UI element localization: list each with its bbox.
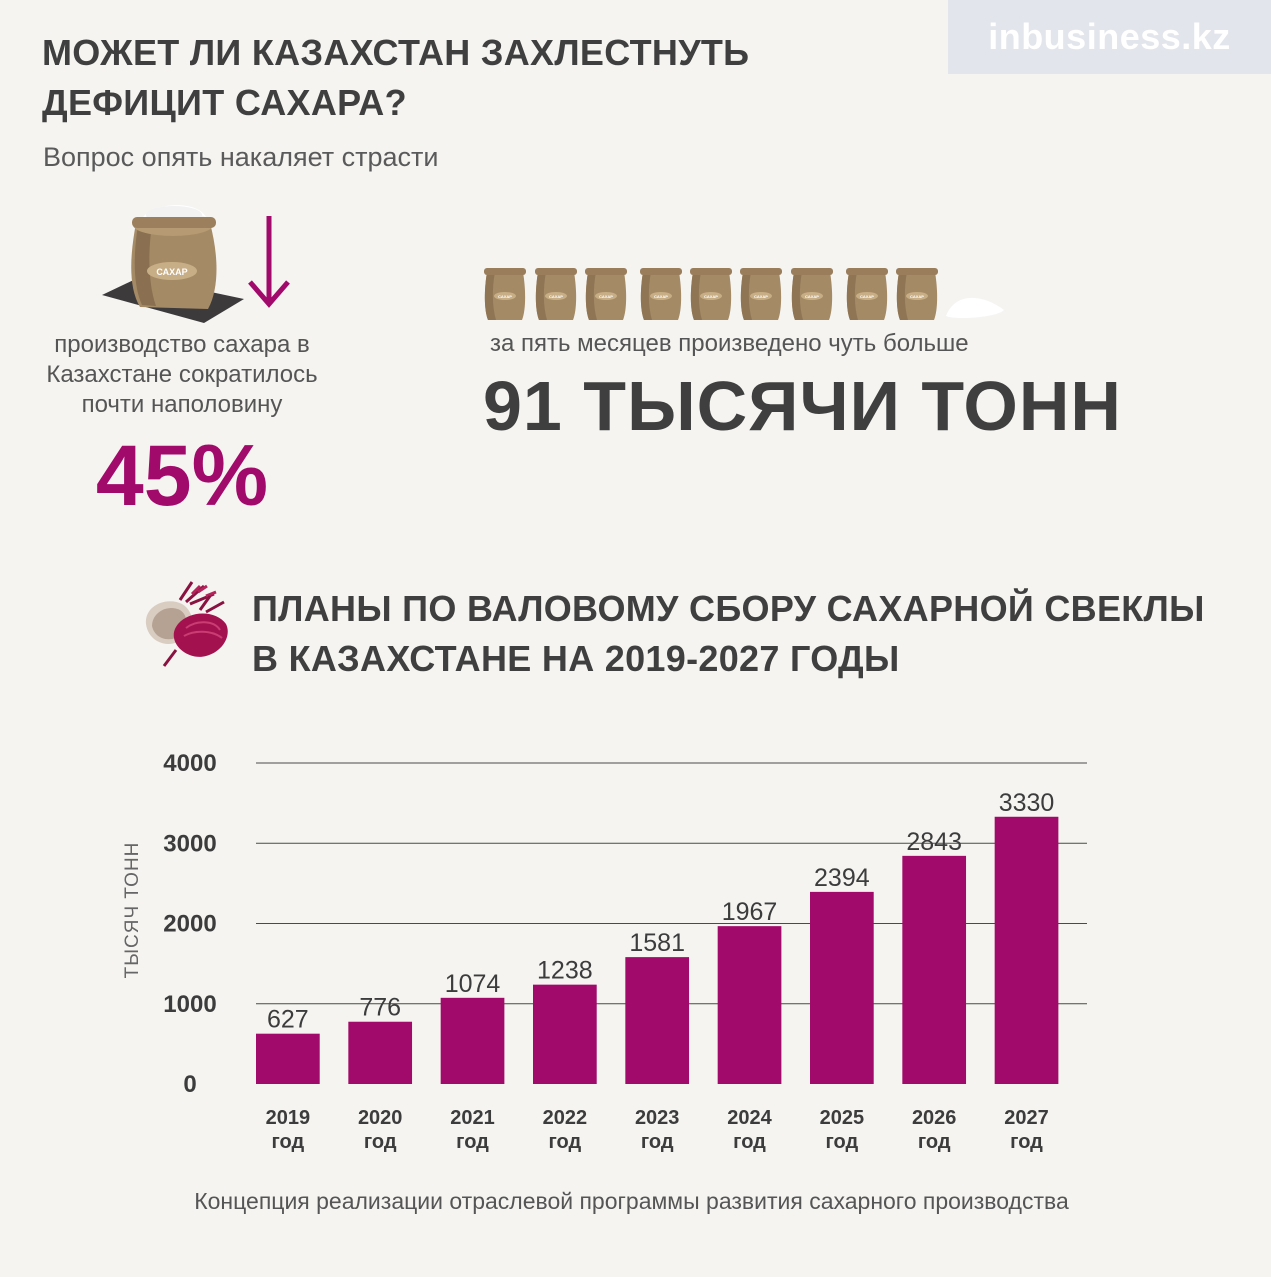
x-tick-suffix: год: [825, 1131, 858, 1153]
x-tick-suffix: год: [918, 1131, 951, 1153]
data-label: 1967: [722, 898, 778, 926]
y-tick-label: 4000: [163, 750, 216, 777]
y-axis-label: ТЫСЯЧ ТОНН: [122, 842, 143, 979]
bar: [256, 1033, 320, 1084]
small-bag-label: САХАР: [654, 294, 668, 299]
sugar-pile-icon: [946, 297, 1004, 318]
data-label: 1238: [537, 957, 593, 985]
y-tick-label: 0: [183, 1071, 196, 1098]
small-bag-label: САХАР: [860, 294, 874, 299]
bar: [717, 926, 782, 1084]
data-label: 1074: [445, 970, 501, 998]
small-bag-label: САХАР: [754, 294, 768, 299]
small-sugar-bag-icon: САХАР: [535, 268, 577, 320]
brand-logo[interactable]: inbusiness.kz: [948, 0, 1271, 74]
x-tick-suffix: год: [364, 1131, 397, 1153]
small-sugar-bag-icon: САХАР: [791, 268, 833, 320]
beet-icon: [145, 581, 228, 667]
x-tick-label: 2019: [266, 1107, 311, 1129]
x-tick-label: 2027: [1004, 1107, 1049, 1129]
x-tick-label: 2026: [912, 1107, 957, 1129]
small-bag-label: САХАР: [549, 294, 563, 299]
bar: [348, 1021, 413, 1084]
bag-label: САХАР: [156, 267, 187, 277]
data-label: 2843: [906, 828, 962, 856]
x-tick-suffix: год: [641, 1131, 674, 1153]
decline-percent: 45%: [95, 428, 269, 524]
y-tick-label: 3000: [163, 830, 216, 857]
chart-title-line-2: В КАЗАХСТАНЕ НА 2019-2027 ГОДЫ: [252, 638, 900, 679]
x-tick-label: 2023: [635, 1107, 680, 1129]
brand-logo-text: inbusiness.kz: [988, 16, 1231, 57]
y-tick-label: 2000: [163, 911, 216, 938]
bar: [902, 855, 967, 1084]
x-tick-label: 2022: [543, 1107, 588, 1129]
data-label: 3330: [999, 789, 1055, 817]
small-sugar-bag-icon: САХАР: [585, 268, 627, 320]
decline-line-1: производство сахара в: [54, 331, 310, 358]
x-tick-label: 2025: [820, 1107, 865, 1129]
bar: [994, 816, 1059, 1084]
data-label: 627: [267, 1006, 309, 1034]
small-sugar-bag-icon: САХАР: [690, 268, 732, 320]
page-title: МОЖЕТ ЛИ КАЗАХСТАН ЗАХЛЕСТНУТЬ ДЕФИЦИТ С…: [42, 28, 902, 128]
x-tick-suffix: год: [271, 1131, 304, 1153]
x-tick-label: 2024: [727, 1107, 772, 1129]
x-tick-label: 2020: [358, 1107, 403, 1129]
decline-description: производство сахара в Казахстане сократи…: [22, 330, 342, 420]
production-value: 91 ТЫСЯЧИ ТОНН: [483, 367, 1122, 445]
data-label: 2394: [814, 864, 870, 892]
small-bag-label: САХАР: [910, 294, 924, 299]
small-sugar-bag-icon: САХАР: [846, 268, 888, 320]
chart-title: ПЛАНЫ ПО ВАЛОВОМУ СБОРУ САХАРНОЙ СВЕКЛЫ …: [252, 584, 1242, 684]
title-line-1: МОЖЕТ ЛИ КАЗАХСТАН ЗАХЛЕСТНУТЬ: [42, 32, 750, 73]
decline-line-2: Казахстане сократилось: [46, 361, 318, 388]
small-sugar-bag-icon: САХАР: [484, 268, 526, 320]
x-tick-suffix: год: [456, 1131, 489, 1153]
bar: [440, 997, 505, 1084]
small-sugar-bag-icon: САХАР: [896, 268, 938, 320]
data-label: 776: [359, 994, 401, 1022]
sugar-bag-icon: САХАР: [102, 205, 244, 323]
x-tick-suffix: год: [1010, 1131, 1043, 1153]
arrow-down-icon: [248, 216, 290, 308]
bar: [810, 891, 874, 1084]
small-bag-label: САХАР: [498, 294, 512, 299]
bar: [533, 984, 597, 1084]
small-bag-label: САХАР: [599, 294, 613, 299]
source-note: Концепция реализации отраслевой программ…: [194, 1188, 1069, 1214]
data-label: 1581: [629, 929, 685, 957]
small-sugar-bag-icon: САХАР: [740, 268, 782, 320]
x-tick-suffix: год: [548, 1131, 581, 1153]
sugar-bags-row: САХАР САХАР САХАР САХАР САХАР САХАР САХАР САХАР…: [484, 268, 1004, 320]
chart-title-line-1: ПЛАНЫ ПО ВАЛОВОМУ СБОРУ САХАРНОЙ СВЕКЛЫ: [252, 588, 1205, 629]
decline-line-3: почти наполовину: [81, 391, 283, 418]
production-description: за пять месяцев произведено чуть больше: [490, 330, 969, 357]
small-sugar-bag-icon: САХАР: [640, 268, 682, 320]
bar: [625, 957, 690, 1084]
small-bag-label: САХАР: [704, 294, 718, 299]
y-tick-label: 1000: [163, 991, 216, 1018]
title-line-2: ДЕФИЦИТ САХАРА?: [42, 82, 407, 123]
small-bag-label: САХАР: [805, 294, 819, 299]
x-tick-suffix: год: [733, 1131, 766, 1153]
x-tick-label: 2021: [450, 1107, 495, 1129]
page-subtitle: Вопрос опять накаляет страсти: [43, 142, 439, 172]
